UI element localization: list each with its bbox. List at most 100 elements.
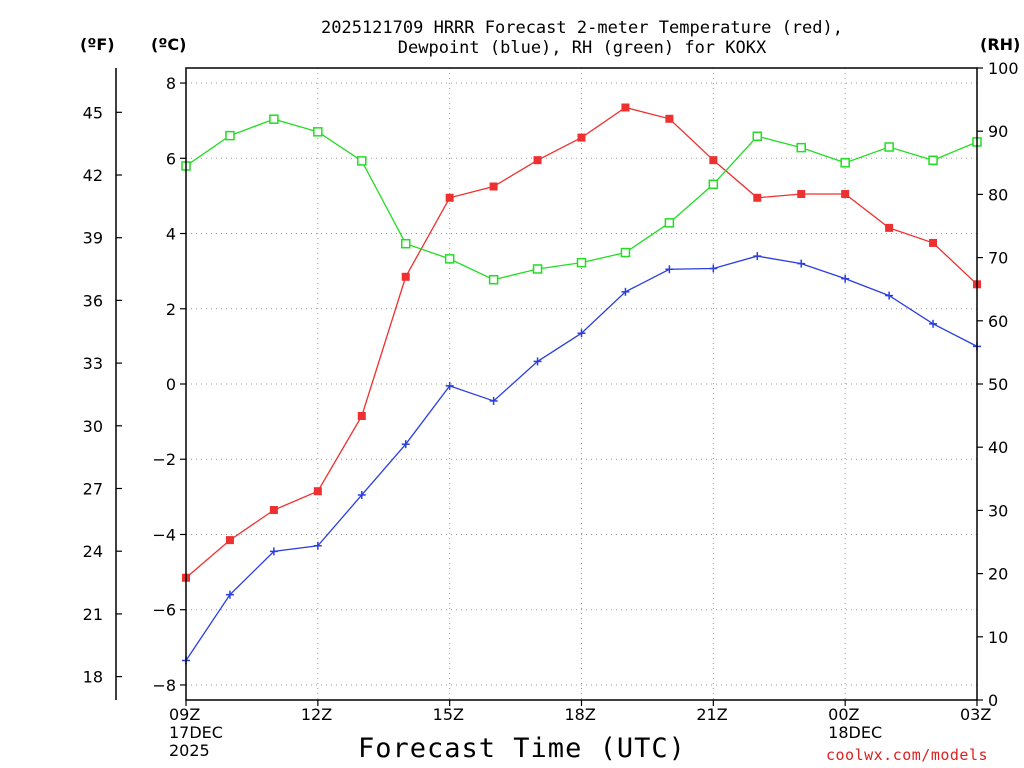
rh-tick-label: 0 [988, 691, 998, 710]
rh-point [532, 264, 543, 274]
dewpoint-point [489, 396, 498, 405]
rh-point [488, 274, 499, 285]
temperature-point [401, 272, 410, 281]
fahrenheit-tick-label: 21 [83, 605, 103, 624]
dewpoint-series [182, 252, 981, 665]
celsius-tick-label: −2 [152, 450, 176, 469]
chart-title-line-2: Dewpoint (blue), RH (green) for KOKX [397, 38, 767, 58]
dewpoint-point [401, 440, 410, 449]
x-tick-label: 09Z 17DEC 2025 [169, 706, 223, 760]
fahrenheit-unit-label: (ºF) [80, 35, 115, 54]
rh-point [357, 156, 367, 166]
x-tick-label-line: 21Z [696, 705, 728, 724]
rh-point [928, 155, 938, 166]
rh-point [664, 218, 675, 228]
temperature-point [445, 193, 454, 202]
x-tick-label-line: 2025 [169, 741, 210, 760]
celsius-tick-label: 6 [166, 149, 176, 168]
x-tick-label: 03Z [960, 706, 991, 724]
temperature-point [533, 156, 542, 165]
dewpoint-point [269, 547, 278, 556]
axes: −8−6−4−202468182124273033363942450102030… [83, 59, 1019, 710]
x-tick-label-line: 15Z [432, 705, 464, 724]
celsius-tick-label: 0 [166, 375, 176, 394]
x-axis-title: Forecast Time (UTC) [358, 733, 686, 764]
temperature-point [313, 487, 322, 496]
celsius-tick-label: 8 [166, 74, 176, 93]
rh-tick-label: 50 [988, 375, 1008, 394]
x-tick-label: 18Z [565, 706, 596, 724]
rh-point [796, 142, 806, 153]
dewpoint-point [225, 590, 234, 599]
celsius-tick-label: −8 [152, 676, 176, 695]
temperature-point [797, 190, 806, 199]
celsius-tick-label: 4 [166, 225, 176, 244]
celsius-tick-label: −6 [152, 601, 176, 620]
temperature-point [841, 190, 850, 199]
temperature-point [885, 223, 894, 232]
dewpoint-point [929, 319, 938, 328]
x-tick-label-line: 18DEC [828, 723, 883, 742]
rh-point [884, 142, 894, 152]
x-tick-label: 15Z [433, 706, 464, 724]
temperature-point [929, 238, 938, 247]
temperature-point [665, 114, 674, 123]
dewpoint-point [577, 329, 586, 338]
temperature-point [709, 156, 718, 165]
rh-point [620, 247, 631, 258]
fahrenheit-tick-label: 33 [83, 354, 103, 373]
fahrenheit-tick-label: 24 [83, 542, 103, 561]
rh-tick-label: 10 [988, 628, 1008, 647]
rh-point [576, 257, 587, 268]
fahrenheit-tick-label: 27 [83, 479, 103, 498]
celsius-unit-label: (ºC) [151, 35, 187, 54]
fahrenheit-tick-label: 45 [83, 103, 103, 122]
dewpoint-point [797, 259, 806, 268]
rh-unit-label: (RH) [980, 35, 1021, 54]
x-tick-label-line: 09Z [169, 705, 201, 724]
dewpoint-point [665, 265, 674, 274]
temperature-point [489, 182, 498, 191]
temperature-point [357, 411, 366, 420]
dewpoint-point [709, 264, 718, 273]
dewpoint-point [841, 274, 850, 283]
fahrenheit-tick-label: 42 [83, 166, 103, 185]
x-tick-label-line: 17DEC [169, 723, 223, 742]
rh-point [269, 114, 279, 124]
chart-title-line-1: 2025121709 HRRR Forecast 2-meter Tempera… [321, 18, 843, 38]
grid-lines [186, 68, 977, 700]
dewpoint-point [533, 357, 542, 366]
temperature-point [269, 506, 278, 515]
rh-point [313, 127, 323, 137]
dewpoint-point [357, 490, 366, 499]
source-credit: coolwx.com/models [826, 746, 989, 764]
rh-point [708, 179, 719, 190]
dewpoint-point [753, 252, 762, 261]
rh-point [444, 254, 455, 264]
celsius-tick-label: −4 [152, 525, 176, 544]
rh-point [752, 131, 763, 142]
dewpoint-point [885, 291, 894, 300]
x-tick-label-line: 00Z [828, 705, 860, 724]
rh-tick-label: 70 [988, 249, 1008, 268]
rh-point [225, 130, 235, 141]
rh-tick-label: 60 [988, 312, 1008, 331]
fahrenheit-tick-label: 30 [83, 417, 103, 436]
rh-tick-label: 30 [988, 501, 1008, 520]
fahrenheit-tick-label: 36 [83, 291, 103, 310]
rh-tick-label: 90 [988, 122, 1008, 141]
rh-point [840, 158, 850, 168]
fahrenheit-tick-label: 18 [83, 668, 103, 687]
temperature-point [225, 536, 234, 545]
x-tick-label-line: 18Z [564, 705, 596, 724]
rh-tick-label: 80 [988, 185, 1008, 204]
temperature-series [182, 103, 981, 582]
x-tick-label-line: 12Z [300, 705, 333, 724]
rh-tick-label: 40 [988, 438, 1008, 457]
fahrenheit-tick-label: 39 [83, 229, 103, 248]
celsius-tick-label: 2 [166, 300, 176, 319]
rh-tick-label: 100 [988, 59, 1019, 78]
dewpoint-point [313, 541, 322, 550]
rh-tick-label: 20 [988, 565, 1008, 584]
